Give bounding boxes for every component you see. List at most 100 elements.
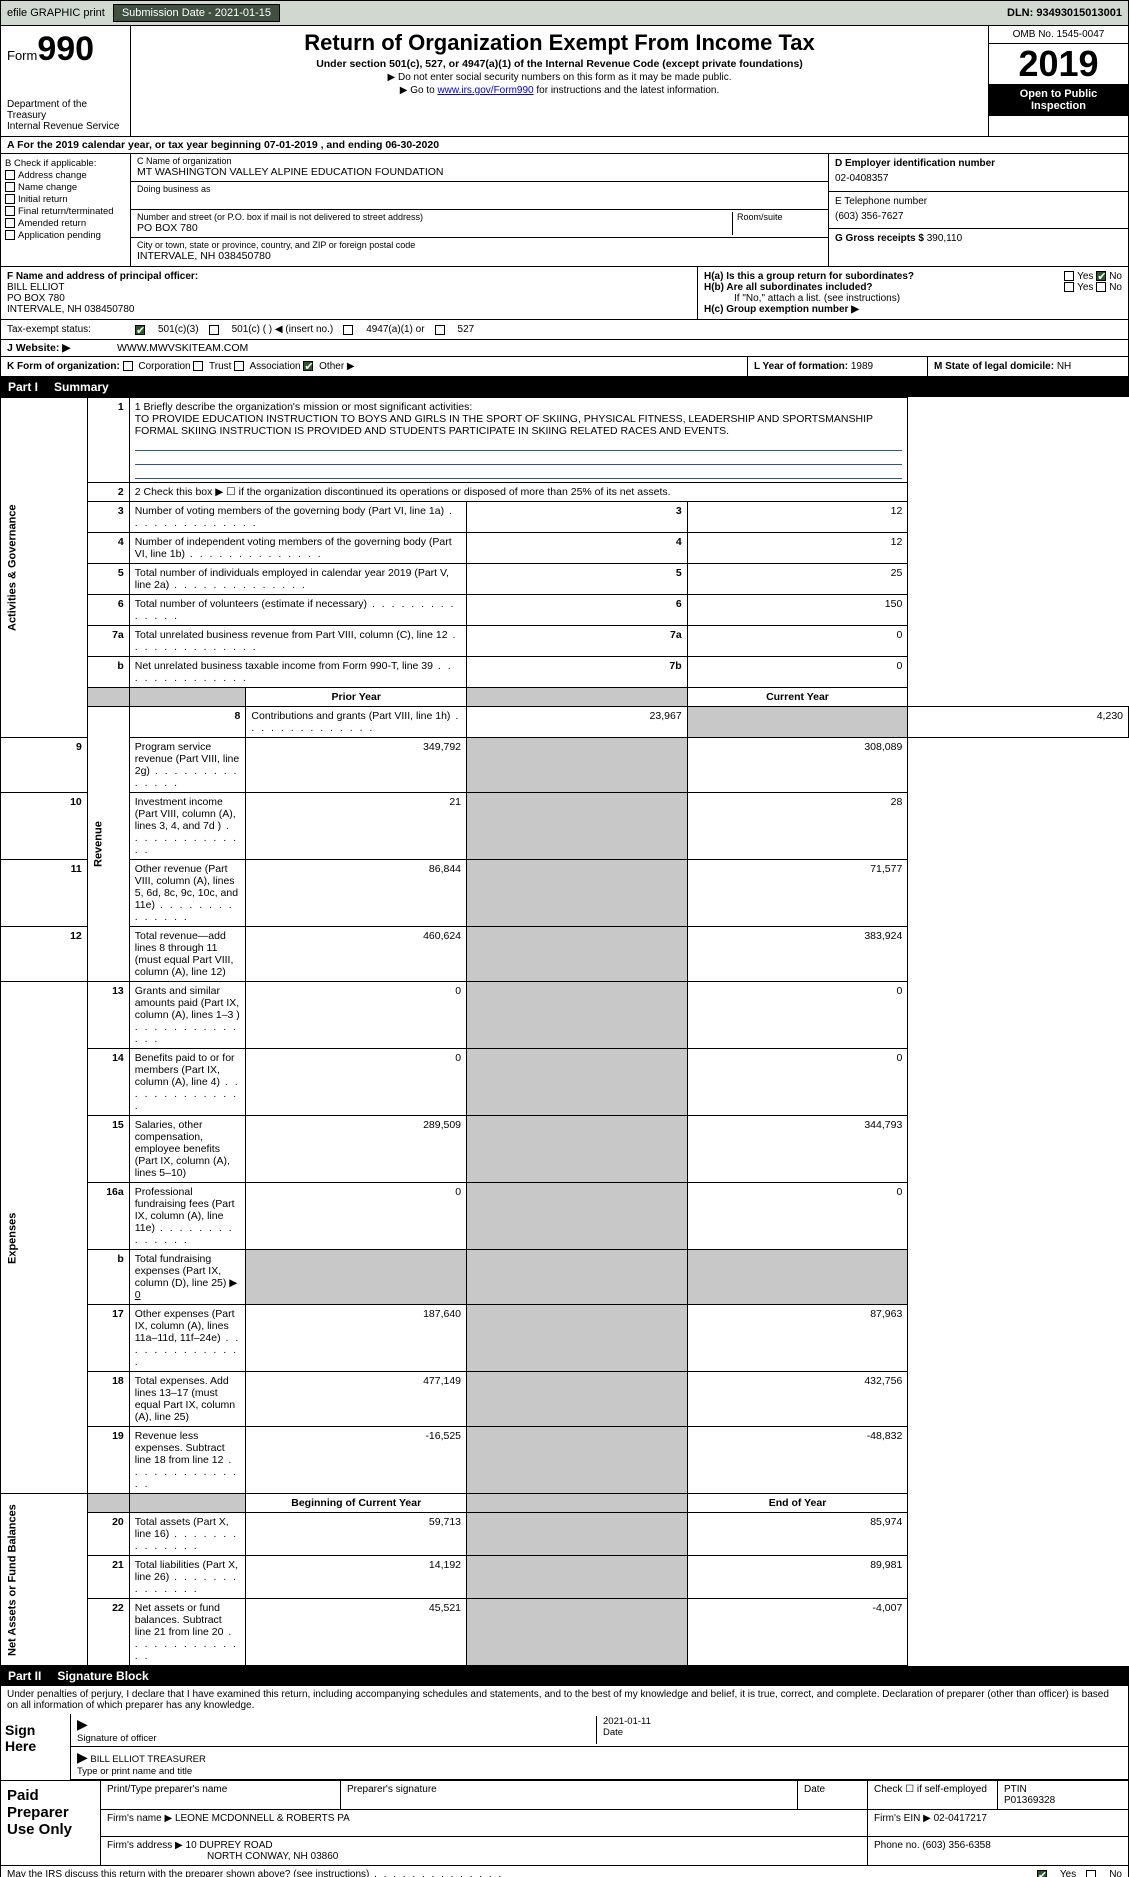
firm-ein-label: Firm's EIN ▶ — [874, 1813, 931, 1824]
ptin-label: PTIN — [1004, 1784, 1027, 1795]
line19-text: Revenue less expenses. Subtract line 18 … — [135, 1430, 238, 1490]
chk-corp[interactable] — [123, 361, 133, 371]
mission-label: 1 Briefly describe the organization's mi… — [135, 401, 473, 413]
note-ssn: ▶ Do not enter social security numbers o… — [139, 72, 980, 83]
top-bar: efile GRAPHIC print Submission Date - 20… — [0, 0, 1129, 26]
website-value: WWW.MWVSKITEAM.COM — [117, 342, 248, 354]
chk-address-change[interactable]: Address change — [5, 170, 126, 181]
hc-label: H(c) Group exemption number ▶ — [704, 304, 859, 315]
part2-header: Part II Signature Block — [0, 1666, 1129, 1686]
chk-trust[interactable] — [193, 361, 203, 371]
part2-tag: Part II — [8, 1669, 41, 1683]
opt-501c3: 501(c)(3) — [158, 324, 199, 335]
line7a-text: Total unrelated business revenue from Pa… — [135, 629, 458, 653]
col-b-label: B Check if applicable: — [5, 158, 126, 169]
form-of-org: K Form of organization: Corporation Trus… — [1, 357, 748, 376]
mission-text: TO PROVIDE EDUCATION INSTRUCTION TO BOYS… — [135, 413, 873, 437]
note2-pre: ▶ Go to — [400, 85, 438, 96]
chk-name-change[interactable]: Name change — [5, 182, 126, 193]
row-klm: K Form of organization: Corporation Trus… — [0, 357, 1129, 377]
chk-discuss-yes[interactable] — [1037, 1870, 1047, 1877]
col-d: D Employer identification number 02-0408… — [828, 154, 1128, 266]
chk-amended-return[interactable]: Amended return — [5, 218, 126, 229]
opt-4947: 4947(a)(1) or — [366, 324, 424, 335]
paid-phone-label: Phone no. — [874, 1840, 920, 1851]
part1-header: Part I Summary — [0, 377, 1129, 397]
irs-link[interactable]: www.irs.gov/Form990 — [437, 85, 533, 96]
ha-yes: Yes — [1077, 271, 1093, 282]
paid-h3: Date — [798, 1781, 868, 1809]
header-mid: Return of Organization Exempt From Incom… — [131, 26, 988, 136]
chk-other[interactable] — [303, 361, 313, 371]
paid-h2: Preparer's signature — [341, 1781, 798, 1809]
line7a-val: 0 — [687, 626, 908, 657]
side-governance: Activities & Governance — [1, 398, 88, 738]
form-header: Form990 Department of the Treasury Inter… — [0, 26, 1129, 137]
paid-phone: (603) 356-6358 — [922, 1840, 990, 1851]
line15-text: Salaries, other compensation, employee b… — [135, 1119, 230, 1179]
firm-addr1: 10 DUPREY ROAD — [186, 1840, 273, 1851]
city-value: INTERVALE, NH 038450780 — [137, 250, 822, 262]
part1-tag: Part I — [8, 380, 38, 394]
chk-application-pending[interactable]: Application pending — [5, 230, 126, 241]
opt-501c: 501(c) ( ) ◀ (insert no.) — [232, 324, 334, 335]
penalty-statement: Under penalties of perjury, I declare th… — [0, 1686, 1129, 1714]
line7b-text: Net unrelated business taxable income fr… — [135, 660, 453, 684]
line8-text: Contributions and grants (Part VIII, lin… — [251, 710, 460, 734]
section-bcd: B Check if applicable: Address change Na… — [0, 154, 1129, 267]
tax-exempt-row: Tax-exempt status: 501(c)(3) 501(c) ( ) … — [0, 320, 1129, 340]
signature-block: Sign Here ▶ Signature of officer 2021-01… — [0, 1714, 1129, 1781]
chk-final-return[interactable]: Final return/terminated — [5, 206, 126, 217]
officer-name: BILL ELLIOT — [7, 282, 64, 293]
chk-501c[interactable] — [209, 325, 219, 335]
chk-501c3[interactable] — [135, 325, 145, 335]
discuss-text: May the IRS discuss this return with the… — [7, 1869, 503, 1877]
l-value: 1989 — [851, 361, 873, 372]
part2-title: Signature Block — [57, 1669, 148, 1683]
line18-text: Total expenses. Add lines 13–17 (must eq… — [135, 1375, 235, 1423]
note2-post: for instructions and the latest informat… — [534, 85, 720, 96]
opt-527: 527 — [458, 324, 475, 335]
principal-officer: F Name and address of principal officer:… — [1, 267, 698, 319]
addr-value: PO BOX 780 — [137, 222, 732, 234]
sign-here-label: Sign Here — [1, 1714, 71, 1780]
line20-text: Total assets (Part X, line 16) — [135, 1516, 238, 1552]
chk-527[interactable] — [435, 325, 445, 335]
form-number: 990 — [37, 30, 94, 68]
arrow-icon: ▶ — [77, 1716, 88, 1732]
paid-side-label: Paid Preparer Use Only — [1, 1781, 101, 1865]
tax-status-label: Tax-exempt status: — [7, 324, 125, 335]
addr-label: Number and street (or P.O. box if mail i… — [137, 212, 732, 222]
line4-val: 12 — [687, 533, 908, 564]
form-label: Form — [7, 48, 37, 63]
chk-discuss-no[interactable] — [1086, 1870, 1096, 1877]
line21-text: Total liabilities (Part X, line 26) — [135, 1559, 238, 1595]
omb-number: OMB No. 1545-0047 — [989, 26, 1128, 44]
m-value: NH — [1057, 361, 1071, 372]
chk-initial-return[interactable]: Initial return — [5, 194, 126, 205]
firm-addr-label: Firm's address ▶ — [107, 1840, 183, 1851]
part1-title: Summary — [54, 380, 109, 394]
officer-addr2: INTERVALE, NH 038450780 — [7, 304, 134, 315]
sig-name-title-label: Type or print name and title — [77, 1766, 192, 1777]
hb-no: No — [1109, 282, 1122, 293]
line10-text: Investment income (Part VIII, column (A)… — [135, 796, 238, 856]
line3-text: Number of voting members of the governin… — [135, 505, 454, 529]
line16b-val: 0 — [135, 1289, 141, 1301]
dba-label: Doing business as — [137, 184, 822, 194]
line22-text: Net assets or fund balances. Subtract li… — [135, 1602, 238, 1662]
officer-addr1: PO BOX 780 — [7, 293, 65, 304]
phone-value: (603) 356-7627 — [835, 211, 1122, 222]
sig-date-label: Date — [603, 1727, 623, 1738]
dln: DLN: 93493015013001 — [1007, 7, 1122, 19]
footer-discuss: May the IRS discuss this return with the… — [0, 1866, 1129, 1877]
col-c-org-info: C Name of organization MT WASHINGTON VAL… — [131, 154, 828, 266]
line14-text: Benefits paid to or for members (Part IX… — [135, 1052, 240, 1112]
hdr-boy: Beginning of Current Year — [246, 1494, 467, 1513]
ptin-value: P01369328 — [1004, 1795, 1055, 1806]
chk-4947[interactable] — [343, 325, 353, 335]
submission-date-button[interactable]: Submission Date - 2021-01-15 — [113, 4, 280, 22]
dept-treasury: Department of the Treasury Internal Reve… — [7, 99, 124, 132]
summary-table: Activities & Governance 1 1 Briefly desc… — [0, 397, 1129, 1666]
chk-assoc[interactable] — [234, 361, 244, 371]
